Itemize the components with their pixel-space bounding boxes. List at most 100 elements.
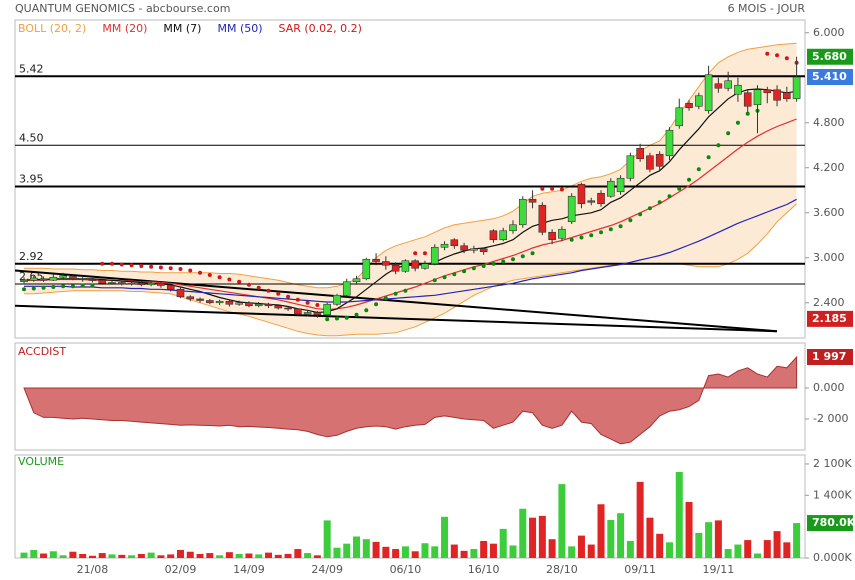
candle-body [352,278,361,283]
sar-dot [237,279,242,284]
x-tick-label: 16/10 [468,563,500,576]
volume-bar [460,550,468,558]
sar-dot [119,262,124,267]
candle-body [430,246,439,265]
volume-bar [186,551,194,558]
candle-body [323,303,331,316]
volume-bar [265,552,272,558]
trend-line [14,304,778,333]
sar-dot [217,275,222,280]
volume-bar [157,555,165,558]
candle-body [783,92,791,100]
level-label: 4.50 [19,131,44,144]
value-tag-label: 1 997 [812,350,846,363]
volume-bar [245,553,253,558]
volume-bar [783,542,791,558]
y-tick-label: 2 100K [813,457,852,470]
volume-bar [333,547,341,558]
candle-body [714,83,723,89]
volume-bar [59,555,67,558]
volume-bar [353,536,361,558]
volume-bar [656,533,664,558]
volume-bar [675,472,683,558]
sar-dot [608,227,613,232]
volume-bar [79,553,87,558]
candle-body [303,312,312,315]
value-tag-label: 5.410 [812,70,847,83]
candle-body [333,294,341,305]
sar-dot [735,120,740,125]
volume-bar [773,531,781,558]
sar-dot [687,177,692,182]
candle-body [157,282,165,286]
sar-dot [765,51,770,56]
sar-dot [198,270,203,275]
sar-dot [80,283,85,288]
sar-dot [745,111,750,116]
volume-bar [274,554,282,558]
candle-body [655,153,664,167]
candle-body [137,282,146,286]
volume-bar [392,549,400,558]
volume-bar [167,554,175,558]
sar-dot [168,266,173,271]
volume-bar [529,517,537,558]
volume-bar [30,549,38,558]
candle-body [49,276,58,281]
candle-body [225,300,234,305]
volume-bar [607,519,615,558]
candle-body [548,231,556,241]
candle-body [362,258,371,280]
candle-body [450,239,459,247]
sar-dot [31,286,36,291]
volume-bar [617,513,625,558]
candle-body [597,192,605,205]
sar-dot [784,56,789,61]
candle-body [753,89,762,106]
volume-bar [597,504,605,558]
candle-body [411,260,420,269]
value-tag [807,310,853,327]
sar-dot [696,167,701,172]
candle-body [558,228,566,239]
volume-bar [754,553,761,558]
candle-body [196,298,204,301]
candle-body [176,288,185,298]
volume-bar [480,540,488,558]
sar-dot [540,186,545,191]
x-tick-label: 09/11 [624,563,656,576]
x-tick-label: 06/10 [390,563,422,576]
sar-dot [706,155,711,160]
candle-body [704,74,713,112]
moving-average [24,198,797,303]
sar-dot [393,291,398,296]
candle-body [118,282,126,285]
sar-dot [276,291,281,296]
volume-bar [49,551,57,558]
volume-bar [734,544,742,558]
volume-bar [577,535,585,558]
trend-line [14,269,778,333]
candle-body [616,177,625,193]
candle-body [186,296,195,300]
panel-title: ACCDIST [18,345,66,358]
sar-dot [51,285,56,289]
volume-bar [196,553,204,558]
sar-dot [422,251,427,256]
sar-dot [471,266,476,271]
volume-bar [499,528,507,558]
legend-entry: MM (7) [163,22,201,35]
sar-dot [432,278,437,283]
volume-bar [421,543,429,558]
sar-dot [364,308,369,313]
volume-bar [489,543,497,558]
value-tag-label: 2.185 [812,312,847,325]
candle-body [108,282,116,284]
price-panel [14,19,806,339]
level-label: 5.42 [19,62,44,75]
sar-dot [305,300,310,305]
sar-dot [178,267,183,271]
volume-bar [685,502,693,558]
value-tag [807,48,853,65]
candle-body [538,204,547,233]
